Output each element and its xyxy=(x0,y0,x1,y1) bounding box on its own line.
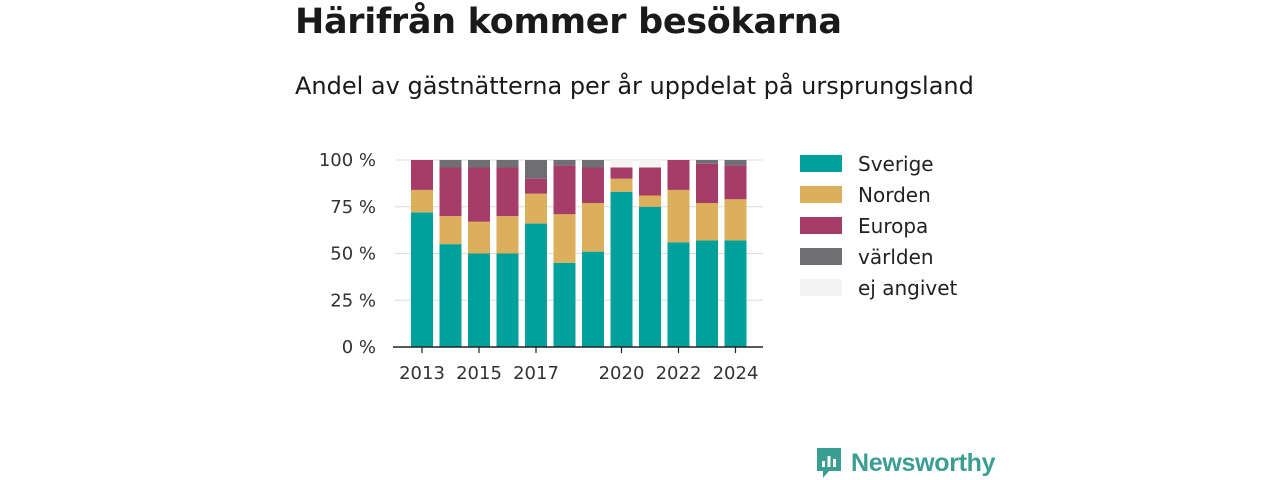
bar-segment-Norden-2018 xyxy=(553,214,576,263)
bar-segment-Norden-2014 xyxy=(439,216,462,245)
bar-segment-världen-2016 xyxy=(496,160,519,168)
legend-label: ej angivet xyxy=(858,275,958,300)
bar-segment-Europa-2023 xyxy=(696,163,718,204)
bar-segment-Sverige-2022 xyxy=(667,242,690,347)
x-tick-label: 2013 xyxy=(399,363,445,384)
bar-segment-Europa-2018 xyxy=(553,165,576,215)
y-tick-label: 50 % xyxy=(330,244,376,265)
bar-segment-Sverige-2016 xyxy=(496,253,519,347)
x-tick-label: 2022 xyxy=(656,363,702,384)
brand-name: Newsworthy xyxy=(851,448,996,477)
y-tick-label: 0 % xyxy=(342,337,376,358)
bar-segment-ej-angivet-2020 xyxy=(610,160,633,168)
bar-segment-Sverige-2015 xyxy=(468,253,490,347)
bar-segment-Norden-2016 xyxy=(496,216,519,254)
legend-swatch xyxy=(800,279,842,296)
bar-segment-Europa-2021 xyxy=(639,167,661,196)
bar-segment-Europa-2019 xyxy=(582,167,604,204)
bar-segment-världen-2019 xyxy=(582,160,604,168)
legend-label: världen xyxy=(858,244,934,269)
bar-segment-Europa-2020 xyxy=(610,167,633,179)
legend-item: Norden xyxy=(800,179,957,210)
y-tick-label: 75 % xyxy=(330,197,376,218)
bar-segment-ej-angivet-2021 xyxy=(639,160,661,168)
legend-swatch xyxy=(800,155,842,172)
bar-segment-Sverige-2019 xyxy=(582,251,604,347)
bar-segment-Europa-2015 xyxy=(468,167,490,222)
bar-segment-Sverige-2017 xyxy=(525,223,547,347)
bar-segment-Sverige-2024 xyxy=(724,240,747,347)
axes: 0 % 25 % 50 % 75 % 100 % 2013 2015 2017 2020 2022… xyxy=(319,150,763,384)
legend-item: ej angivet xyxy=(800,272,957,303)
bar-segment-Sverige-2021 xyxy=(639,206,661,347)
legend-swatch xyxy=(800,186,842,203)
bars xyxy=(411,160,747,347)
bar-segment-världen-2024 xyxy=(724,160,747,166)
legend-label: Europa xyxy=(858,213,929,238)
newsworthy-logo-icon xyxy=(817,448,841,478)
bar-segment-världen-2015 xyxy=(468,160,490,168)
chart-title: Härifrån kommer besökarna xyxy=(295,2,842,42)
legend-swatch xyxy=(800,248,842,265)
x-tick-label: 2020 xyxy=(599,363,645,384)
bar-segment-Norden-2020 xyxy=(610,178,633,192)
legend-item: Sverige xyxy=(800,148,957,179)
legend-item: Europa xyxy=(800,210,957,241)
bar-segment-Norden-2023 xyxy=(696,203,718,241)
chart-subtitle: Andel av gästnätterna per år uppdelat på… xyxy=(295,72,974,100)
legend: Sverige Norden Europa världen ej angivet xyxy=(800,148,957,303)
bar-segment-Sverige-2023 xyxy=(696,240,718,347)
bar-segment-Europa-2024 xyxy=(724,165,747,200)
x-tick-label: 2015 xyxy=(456,363,502,384)
bar-segment-Sverige-2014 xyxy=(439,244,462,347)
x-tick-label: 2017 xyxy=(513,363,559,384)
bar-segment-Norden-2013 xyxy=(411,189,433,213)
bar-segment-världen-2018 xyxy=(553,160,576,166)
y-tick-label: 25 % xyxy=(330,290,376,311)
legend-label: Norden xyxy=(858,182,931,207)
bar-segment-Sverige-2018 xyxy=(553,262,576,347)
bar-segment-Norden-2017 xyxy=(525,193,547,224)
bar-segment-världen-2023 xyxy=(696,160,718,164)
legend-swatch xyxy=(800,217,842,234)
bar-segment-Europa-2017 xyxy=(525,178,547,194)
bar-segment-Norden-2019 xyxy=(582,203,604,252)
bar-segment-Norden-2024 xyxy=(724,199,747,241)
bar-segment-Europa-2016 xyxy=(496,167,519,217)
bar-segment-världen-2017 xyxy=(525,160,547,179)
bar-segment-Sverige-2020 xyxy=(610,191,633,347)
bar-segment-Europa-2013 xyxy=(411,160,433,190)
legend-item: världen xyxy=(800,241,957,272)
bar-segment-Europa-2014 xyxy=(439,167,462,217)
bar-segment-Europa-2022 xyxy=(667,160,690,190)
brand-logo: Newsworthy xyxy=(815,446,996,480)
bar-segment-världen-2014 xyxy=(439,160,462,168)
bar-segment-Sverige-2013 xyxy=(411,212,433,347)
y-tick-label: 100 % xyxy=(319,150,376,171)
bar-segment-Norden-2021 xyxy=(639,195,661,207)
bar-segment-Norden-2022 xyxy=(667,189,690,243)
legend-label: Sverige xyxy=(858,151,934,176)
x-tick-label: 2024 xyxy=(713,363,759,384)
bar-segment-Norden-2015 xyxy=(468,221,490,254)
